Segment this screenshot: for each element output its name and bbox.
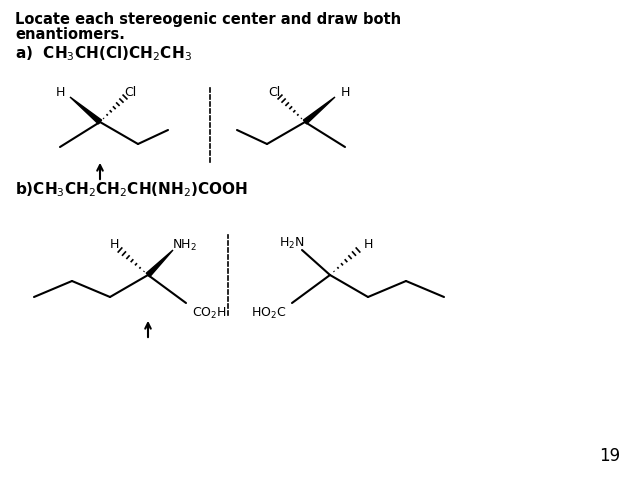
Text: a)  CH$_3$CH(Cl)CH$_2$CH$_3$: a) CH$_3$CH(Cl)CH$_2$CH$_3$ xyxy=(15,44,192,63)
Text: H: H xyxy=(364,239,372,252)
Text: Locate each stereogenic center and draw both: Locate each stereogenic center and draw … xyxy=(15,12,401,27)
Polygon shape xyxy=(146,250,173,277)
Text: H$_2$N: H$_2$N xyxy=(279,236,305,251)
Polygon shape xyxy=(70,97,102,124)
Text: H: H xyxy=(109,239,118,252)
Text: 19: 19 xyxy=(600,447,621,465)
Polygon shape xyxy=(303,97,335,124)
Text: Cl: Cl xyxy=(268,85,280,98)
Text: CO$_2$H: CO$_2$H xyxy=(192,305,227,321)
Text: H: H xyxy=(340,85,349,98)
Text: Cl: Cl xyxy=(124,85,136,98)
Text: NH$_2$: NH$_2$ xyxy=(172,238,196,252)
Text: enantiomers.: enantiomers. xyxy=(15,27,125,42)
Text: b)CH$_3$CH$_2$CH$_2$CH(NH$_2$)COOH: b)CH$_3$CH$_2$CH$_2$CH(NH$_2$)COOH xyxy=(15,180,248,199)
Text: H: H xyxy=(55,85,65,98)
Text: HO$_2$C: HO$_2$C xyxy=(251,305,286,321)
